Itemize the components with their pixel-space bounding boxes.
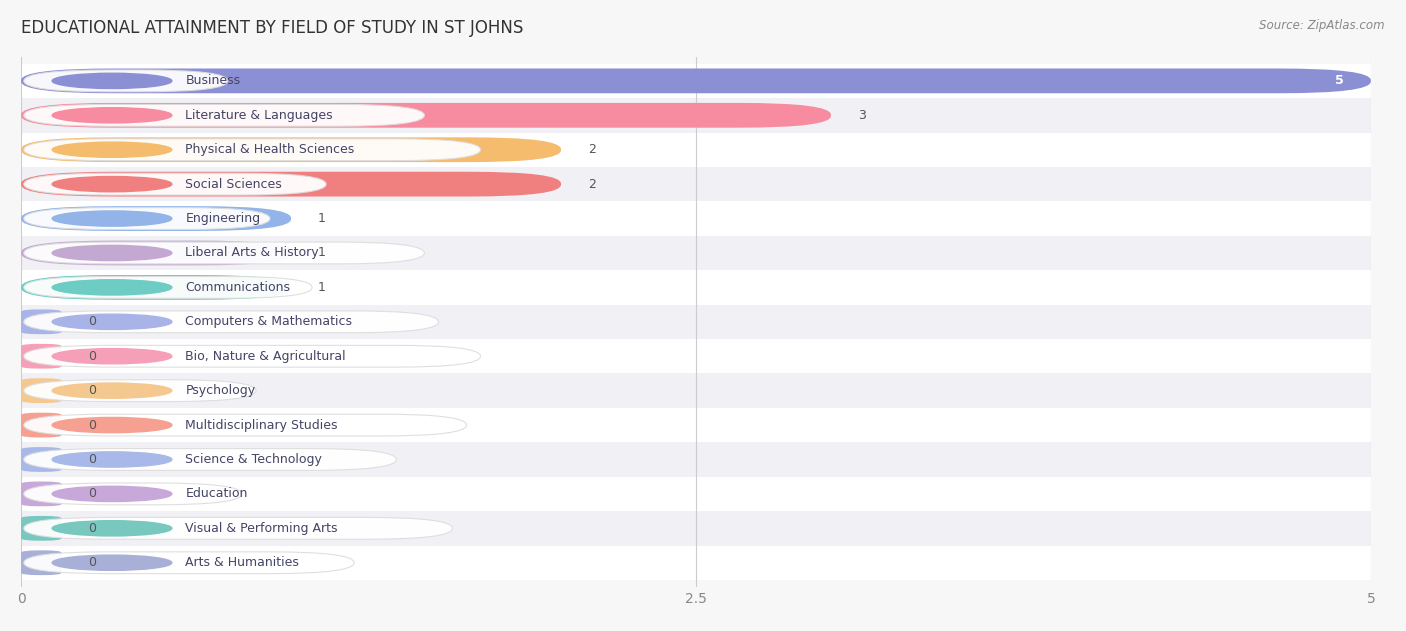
Circle shape bbox=[52, 177, 172, 192]
FancyBboxPatch shape bbox=[21, 172, 561, 196]
Text: Physical & Health Sciences: Physical & Health Sciences bbox=[186, 143, 354, 156]
Circle shape bbox=[52, 487, 172, 502]
FancyBboxPatch shape bbox=[24, 276, 312, 298]
Text: Arts & Humanities: Arts & Humanities bbox=[186, 557, 299, 569]
Circle shape bbox=[52, 348, 172, 364]
FancyBboxPatch shape bbox=[21, 309, 62, 334]
Circle shape bbox=[52, 142, 172, 157]
Bar bbox=[21, 133, 1371, 167]
FancyBboxPatch shape bbox=[21, 481, 62, 506]
FancyBboxPatch shape bbox=[21, 550, 62, 575]
Bar bbox=[21, 236, 1371, 270]
FancyBboxPatch shape bbox=[21, 378, 62, 403]
FancyBboxPatch shape bbox=[21, 413, 62, 437]
Text: Computers & Mathematics: Computers & Mathematics bbox=[186, 316, 353, 328]
Bar bbox=[21, 476, 1371, 511]
Text: Business: Business bbox=[186, 74, 240, 87]
FancyBboxPatch shape bbox=[24, 208, 270, 230]
Text: Psychology: Psychology bbox=[186, 384, 256, 397]
Text: Visual & Performing Arts: Visual & Performing Arts bbox=[186, 522, 337, 535]
FancyBboxPatch shape bbox=[24, 70, 228, 91]
Text: 0: 0 bbox=[89, 384, 97, 397]
Bar bbox=[21, 167, 1371, 201]
FancyBboxPatch shape bbox=[24, 552, 354, 574]
Text: 0: 0 bbox=[89, 418, 97, 432]
FancyBboxPatch shape bbox=[21, 344, 62, 369]
FancyBboxPatch shape bbox=[24, 449, 396, 470]
FancyBboxPatch shape bbox=[24, 517, 453, 540]
Text: Literature & Languages: Literature & Languages bbox=[186, 109, 333, 122]
FancyBboxPatch shape bbox=[21, 516, 62, 541]
FancyBboxPatch shape bbox=[21, 275, 291, 300]
FancyBboxPatch shape bbox=[21, 138, 561, 162]
Text: 0: 0 bbox=[89, 522, 97, 535]
Circle shape bbox=[52, 418, 172, 433]
FancyBboxPatch shape bbox=[24, 139, 481, 161]
FancyBboxPatch shape bbox=[24, 380, 256, 401]
Text: 5: 5 bbox=[1336, 74, 1344, 87]
FancyBboxPatch shape bbox=[24, 345, 481, 367]
Text: Bio, Nature & Agricultural: Bio, Nature & Agricultural bbox=[186, 350, 346, 363]
Text: 0: 0 bbox=[89, 350, 97, 363]
Text: 0: 0 bbox=[89, 453, 97, 466]
FancyBboxPatch shape bbox=[21, 206, 291, 231]
Bar bbox=[21, 305, 1371, 339]
Bar bbox=[21, 511, 1371, 546]
Text: Multidisciplinary Studies: Multidisciplinary Studies bbox=[186, 418, 337, 432]
Text: EDUCATIONAL ATTAINMENT BY FIELD OF STUDY IN ST JOHNS: EDUCATIONAL ATTAINMENT BY FIELD OF STUDY… bbox=[21, 19, 523, 37]
Text: 0: 0 bbox=[89, 487, 97, 500]
Text: 0: 0 bbox=[89, 557, 97, 569]
Text: Communications: Communications bbox=[186, 281, 291, 294]
Text: 2: 2 bbox=[588, 143, 596, 156]
Bar bbox=[21, 98, 1371, 133]
FancyBboxPatch shape bbox=[21, 447, 62, 472]
Bar bbox=[21, 374, 1371, 408]
Bar bbox=[21, 270, 1371, 305]
Circle shape bbox=[52, 108, 172, 123]
Text: 1: 1 bbox=[318, 281, 326, 294]
Bar bbox=[21, 339, 1371, 374]
Text: 1: 1 bbox=[318, 247, 326, 259]
Bar bbox=[21, 64, 1371, 98]
FancyBboxPatch shape bbox=[24, 174, 326, 195]
Circle shape bbox=[52, 555, 172, 570]
FancyBboxPatch shape bbox=[24, 242, 425, 264]
FancyBboxPatch shape bbox=[24, 483, 242, 505]
FancyBboxPatch shape bbox=[21, 69, 1371, 93]
Bar bbox=[21, 442, 1371, 476]
FancyBboxPatch shape bbox=[21, 240, 291, 266]
Text: Education: Education bbox=[186, 487, 247, 500]
Text: 1: 1 bbox=[318, 212, 326, 225]
Text: 3: 3 bbox=[858, 109, 866, 122]
FancyBboxPatch shape bbox=[24, 311, 439, 333]
Bar bbox=[21, 201, 1371, 236]
Circle shape bbox=[52, 280, 172, 295]
Bar bbox=[21, 546, 1371, 580]
Circle shape bbox=[52, 211, 172, 226]
Circle shape bbox=[52, 73, 172, 88]
FancyBboxPatch shape bbox=[24, 104, 425, 126]
Circle shape bbox=[52, 383, 172, 398]
Text: Engineering: Engineering bbox=[186, 212, 260, 225]
Text: Science & Technology: Science & Technology bbox=[186, 453, 322, 466]
Bar bbox=[21, 408, 1371, 442]
FancyBboxPatch shape bbox=[24, 414, 467, 436]
Circle shape bbox=[52, 452, 172, 467]
Text: 2: 2 bbox=[588, 178, 596, 191]
Text: Source: ZipAtlas.com: Source: ZipAtlas.com bbox=[1260, 19, 1385, 32]
Text: Liberal Arts & History: Liberal Arts & History bbox=[186, 247, 319, 259]
Circle shape bbox=[52, 245, 172, 261]
Circle shape bbox=[52, 314, 172, 329]
FancyBboxPatch shape bbox=[21, 103, 831, 127]
Text: 0: 0 bbox=[89, 316, 97, 328]
Circle shape bbox=[52, 521, 172, 536]
Text: Social Sciences: Social Sciences bbox=[186, 178, 283, 191]
